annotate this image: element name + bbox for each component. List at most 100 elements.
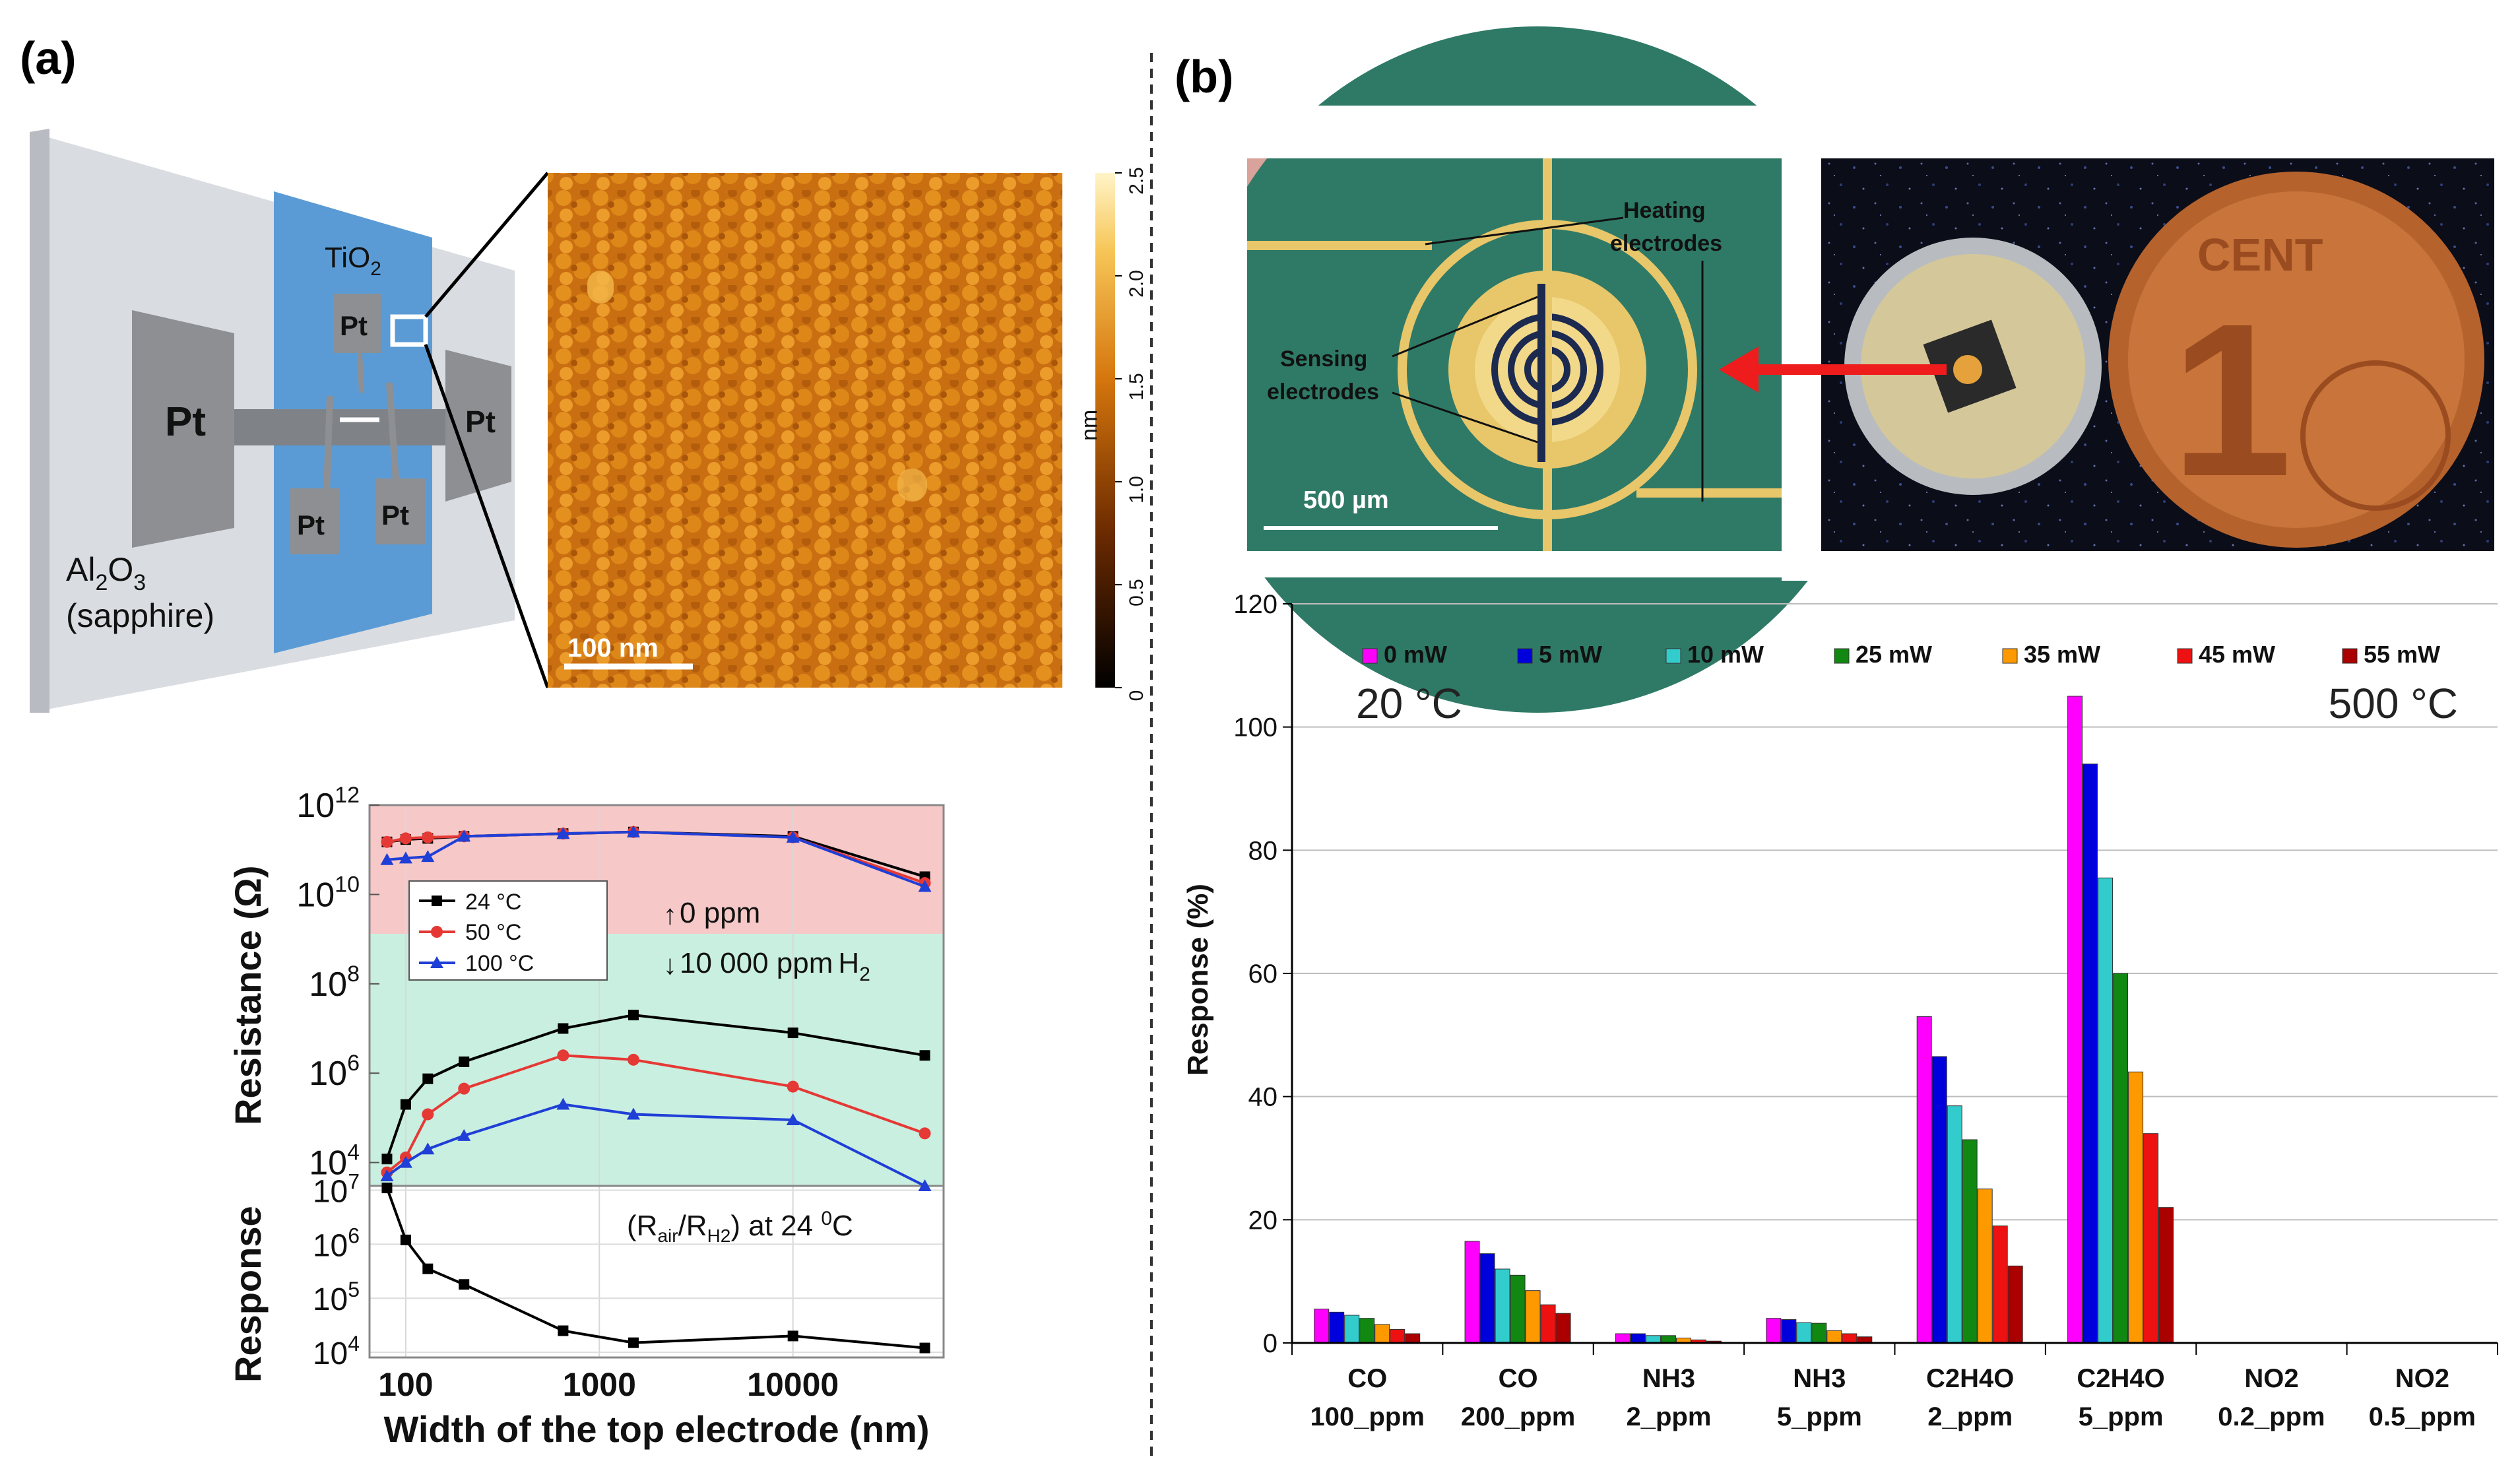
chart-b-y-ticks: 0 20 40 60 80 100 120: [1233, 590, 1292, 1358]
bar: [1916, 1016, 1932, 1344]
bar: [1781, 1319, 1797, 1344]
micrograph-scale-label: 500 µm: [1303, 486, 1389, 514]
bar: [1931, 1056, 1947, 1344]
response-y-tick-label: 106: [313, 1224, 360, 1263]
sensing-arrow-1: [1392, 296, 1538, 358]
device-schematic: TiO2 Pt Pt Pt Pt Pt Al2O3 (sapphire): [30, 129, 550, 713]
panel-label-b: (b): [1175, 51, 1233, 102]
response-point: [919, 1342, 930, 1354]
point-marker: [627, 1053, 639, 1066]
response-y-tick-label: 107: [313, 1169, 360, 1209]
sensor-photo: 1 CENT: [1719, 158, 2494, 551]
bar: [1405, 1333, 1421, 1344]
zoom-line-top: [424, 172, 549, 318]
coin-digit: 1: [2171, 278, 2292, 521]
bar: [2083, 764, 2098, 1344]
bar: [1374, 1324, 1390, 1344]
bar: [1630, 1333, 1646, 1344]
bar: [1796, 1322, 1812, 1344]
bar: [1525, 1290, 1541, 1344]
response-point: [400, 1234, 411, 1245]
colorbar-tick-label: 0: [1126, 690, 1147, 702]
x-tick-label: 2_ppm: [1626, 1402, 1711, 1431]
pt-pad-bottom-left: [290, 488, 340, 554]
point-marker: [787, 1080, 799, 1093]
bar: [1977, 1189, 1993, 1344]
point-marker: [458, 1082, 470, 1095]
x-tick-label: 5_ppm: [1777, 1402, 1862, 1431]
sensor-micrograph: Heating electrodes Sensing electrodes 50…: [1155, 26, 1940, 713]
x-tick-label: NH3: [1793, 1364, 1846, 1393]
chart-a-xlabel: Width of the top electrode (nm): [384, 1408, 930, 1450]
series-line-100-h2: [386, 1103, 926, 1187]
chart-a-series: [380, 825, 932, 1191]
zoom-line-bottom: [424, 344, 550, 688]
point-marker: [422, 1073, 434, 1084]
legend-label: 25 mW: [1856, 641, 1932, 668]
y-tick-label: 108: [309, 962, 360, 1004]
legend-swatch: [1665, 648, 1681, 664]
response-region: [370, 1186, 944, 1357]
y-tick-label: 1010: [296, 872, 360, 914]
coin-text: CENT: [2197, 229, 2323, 280]
heater-lead-left: [1247, 241, 1432, 250]
legend-label: 35 mW: [2024, 641, 2100, 668]
point-marker: [399, 1156, 412, 1168]
bar: [1390, 1328, 1405, 1344]
pt-pad-top: [333, 294, 381, 353]
afm-scale-label: 100 nm: [567, 634, 659, 663]
red-arrow-head: [1719, 346, 1759, 393]
chart-a-frame: [368, 804, 945, 1359]
colorbar-tick-label: 1.0: [1126, 476, 1147, 504]
point-marker: [558, 1023, 569, 1034]
legend-swatch: [2177, 648, 2193, 664]
afm-colorbar-ticks: 0 0.5 1.0 1.5 2.0 2.5: [1115, 167, 1147, 701]
coin-globe: [2300, 360, 2451, 511]
response-annotation: (Rair/RH2) at 24 0C: [627, 1208, 853, 1246]
coin-inner: [2128, 191, 2465, 528]
bar: [1314, 1309, 1330, 1344]
bar: [1660, 1335, 1676, 1344]
point-marker: [918, 880, 932, 892]
bar: [2113, 973, 2129, 1344]
chart-a-y-ticks: 1012 1010 108 106 104: [296, 783, 379, 1183]
chart-a-response-series: [381, 1183, 930, 1354]
legend-swatch: [1517, 648, 1533, 664]
x-tick-label: CO: [1347, 1364, 1387, 1393]
x-tick-label: 5_ppm: [2079, 1402, 2164, 1431]
afm-surface: [548, 173, 1062, 688]
x-tick-label: 200_ppm: [1461, 1402, 1575, 1431]
chart-b-legend: 0 mW 5 mW 10 mW 25 mW 35 mW 45 mW 55 mW: [1362, 641, 2440, 668]
colorbar-tick-label: 0.5: [1126, 579, 1147, 606]
point-marker: [380, 1169, 394, 1181]
bar: [1510, 1274, 1526, 1344]
colorbar-tick-label: 1.5: [1126, 373, 1147, 401]
chart-a-ylabel-resistance: Resistance (Ω): [227, 866, 269, 1125]
point-marker: [399, 832, 412, 845]
pt-label-top: Pt: [340, 310, 368, 341]
sensing-lead: [1537, 284, 1545, 462]
bar: [2143, 1133, 2159, 1344]
chart-b-annotation-500c: 500 °C: [2329, 680, 2458, 727]
y-tick-label: 20: [1248, 1206, 1278, 1235]
series-line-100-air: [387, 830, 926, 888]
response-y-tick-label: 105: [313, 1278, 360, 1317]
pt-label-right: Pt: [465, 405, 496, 439]
bar: [2007, 1265, 2023, 1344]
y-tick-label: 0: [1263, 1329, 1277, 1358]
x-tick-label: C2H4O: [1926, 1364, 2014, 1393]
x-tick-label: NH3: [1642, 1364, 1695, 1393]
legend-marker-50: [431, 926, 443, 938]
electrode-line-3: [357, 352, 364, 393]
x-tick-label: 0.5_ppm: [2369, 1402, 2476, 1431]
legend-label-50: 50 °C: [465, 920, 521, 945]
x-tick-label: CO: [1499, 1364, 1538, 1393]
point-marker: [457, 830, 471, 842]
heating-arrow-1: [1425, 216, 1624, 245]
point-marker: [628, 1010, 639, 1021]
heating-label-2: electrodes: [1610, 231, 1722, 256]
pt-label-bottom-right: Pt: [381, 500, 409, 531]
afm-colorbar-unit: nm: [1077, 410, 1102, 441]
pt-label-bottom-left: Pt: [297, 509, 325, 540]
